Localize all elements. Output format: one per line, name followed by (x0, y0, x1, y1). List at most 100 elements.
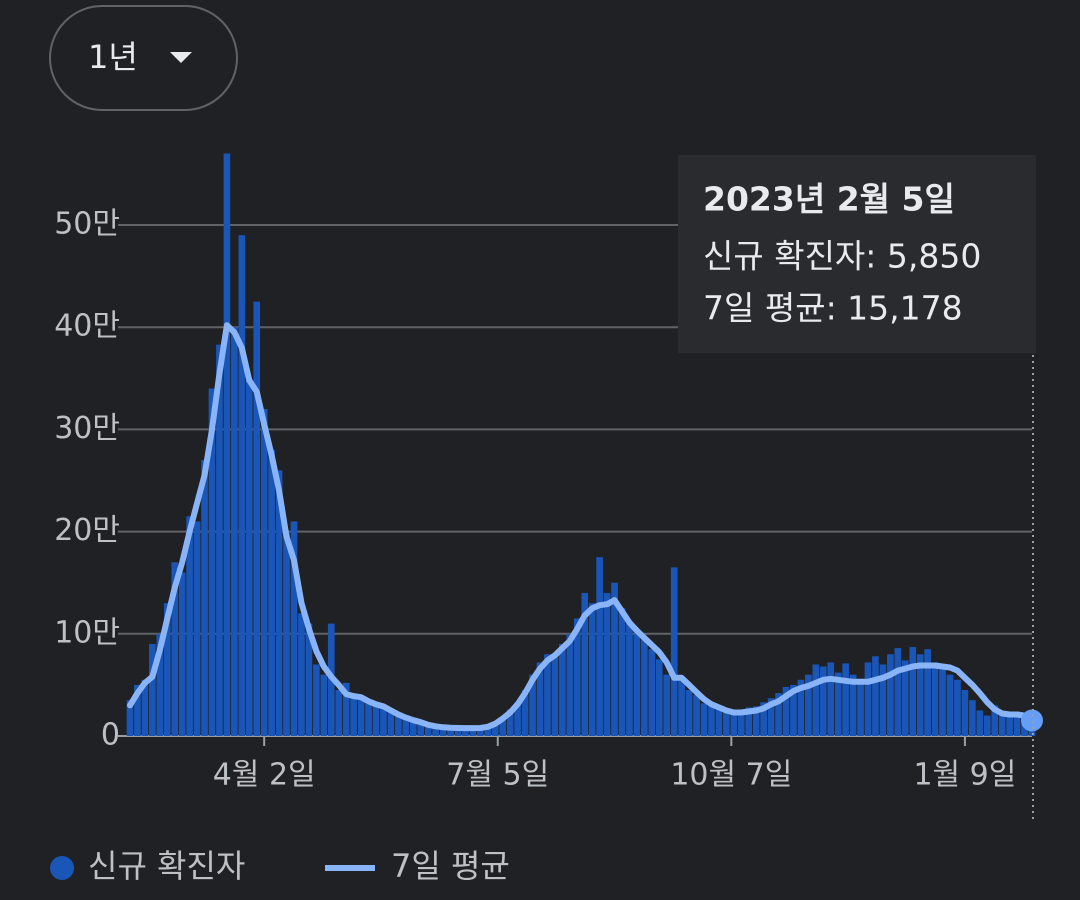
bar (603, 592, 611, 736)
bar (395, 715, 402, 736)
bar (529, 674, 536, 736)
bar (685, 690, 693, 736)
bar (857, 679, 864, 736)
bar (521, 690, 529, 736)
bar (737, 709, 745, 736)
bar (946, 674, 954, 736)
bar (231, 327, 238, 736)
bar (506, 709, 514, 736)
bar (901, 660, 909, 736)
bar (536, 662, 544, 736)
bar (171, 562, 179, 736)
bar (819, 666, 827, 736)
tooltip-box (678, 155, 1036, 353)
range-button[interactable] (49, 5, 238, 111)
bar (633, 633, 641, 736)
bar (551, 656, 559, 736)
legend: 신규 확진자 7일 평균 (50, 847, 510, 885)
bar (670, 567, 678, 736)
bar (998, 713, 1006, 736)
bar (178, 572, 186, 736)
bar (723, 710, 730, 736)
bar (350, 695, 357, 736)
bar (208, 388, 216, 736)
bar (432, 725, 439, 736)
bar (931, 662, 939, 736)
range-label[interactable]: 1년 (88, 38, 138, 76)
hover-point (1021, 709, 1043, 732)
bar (469, 728, 477, 736)
bar (573, 618, 581, 736)
bar (193, 521, 201, 736)
legend-label: 7일 평균 (391, 847, 510, 885)
plot: 0 10만 20만 30만 40만 50만 4월 2일 7월 5일 10월 7일 1월 9일 (54, 153, 1043, 793)
bar (253, 301, 261, 736)
y-tick-label: 40만 (54, 309, 120, 344)
bar (655, 659, 663, 736)
bar (365, 702, 372, 736)
bar (678, 679, 685, 736)
bar (484, 725, 492, 736)
bar (961, 690, 969, 736)
y-tick-label: 10만 (54, 615, 120, 650)
bar (559, 644, 566, 736)
bar (991, 705, 999, 736)
bar (514, 702, 521, 736)
legend-label: 신규 확진자 (88, 847, 245, 885)
bar (805, 674, 812, 736)
bar (477, 727, 484, 736)
bar (402, 718, 410, 736)
bar (544, 654, 551, 736)
bar (760, 702, 767, 736)
bar (969, 700, 976, 736)
bar (834, 672, 842, 736)
bar (462, 727, 469, 736)
bar (409, 720, 417, 736)
tooltip: 2023년 2월 5일 신규 확진자: 5,850 7일 평균: 15,178 (678, 155, 1036, 353)
bar (305, 623, 313, 736)
bar (879, 664, 887, 736)
bar (134, 684, 141, 736)
bar (454, 727, 462, 736)
bar (864, 662, 872, 736)
y-tick-label: 20만 (54, 513, 120, 548)
bar (238, 235, 246, 736)
dropdown-arrow[interactable] (170, 52, 192, 63)
bar (894, 648, 902, 736)
bar (335, 690, 343, 736)
bar (626, 623, 633, 736)
bar (611, 582, 618, 736)
tooltip-title: 2023년 2월 5일 (703, 180, 955, 219)
bar (499, 717, 507, 736)
bar (186, 516, 193, 736)
tooltip-line: 7일 평균: 15,178 (703, 289, 963, 328)
bar (245, 378, 253, 736)
bar (447, 727, 454, 736)
bar (976, 710, 984, 736)
bar (313, 664, 320, 736)
x-tick-label: 10월 7일 (670, 758, 792, 793)
bar (745, 707, 753, 736)
bar (782, 686, 790, 736)
bar (417, 722, 425, 736)
tooltip-line: 신규 확진자: 5,850 (703, 237, 981, 276)
bar (588, 603, 596, 736)
bar (260, 408, 268, 736)
bar (887, 654, 894, 736)
bar (141, 679, 149, 736)
bar (275, 470, 283, 736)
bar (842, 663, 849, 736)
bar (216, 344, 223, 736)
bar (387, 710, 395, 736)
bar (916, 654, 924, 736)
bar (812, 664, 820, 736)
bar (618, 608, 626, 736)
bar (872, 656, 879, 736)
range-selector[interactable]: 1년 (49, 5, 238, 111)
bar (648, 649, 656, 736)
bar (380, 707, 387, 736)
bar (1013, 711, 1021, 736)
bar (283, 531, 290, 736)
bar (730, 713, 738, 736)
bar (149, 644, 156, 736)
